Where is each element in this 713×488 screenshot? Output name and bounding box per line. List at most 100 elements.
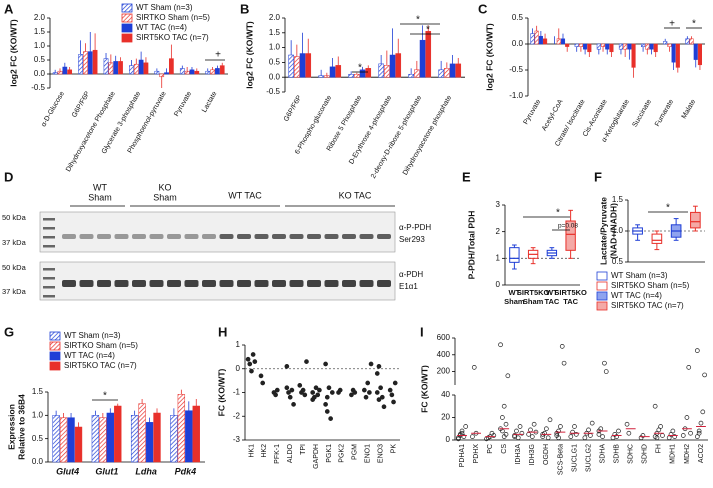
data-point <box>602 360 607 366</box>
y-tick-label: 1.0 <box>32 410 44 419</box>
protein-band <box>307 234 321 239</box>
data-point <box>528 427 533 433</box>
bar <box>57 70 63 75</box>
protein-band <box>114 280 129 287</box>
data-point <box>696 428 702 434</box>
y-tick-label: 0.0 <box>32 457 44 466</box>
bar <box>130 415 139 463</box>
y-tick-label: 1.5 <box>612 195 624 204</box>
legend-swatch <box>121 23 133 33</box>
y-axis-label: Relative to 36B4 <box>16 394 26 460</box>
protein-band <box>254 280 269 287</box>
y-tick-label: 1 <box>496 253 501 262</box>
protein-band <box>79 234 94 239</box>
y-tick-label: 0 <box>236 364 241 373</box>
annotation: + <box>669 19 675 30</box>
x-tick-label: ENO3 <box>377 444 384 463</box>
data-point <box>680 433 686 438</box>
data-point <box>505 373 511 379</box>
y-tick-label: 0.0 <box>34 69 46 78</box>
bar <box>192 405 200 463</box>
data-point <box>529 434 535 439</box>
x-tick-label: PGK2 <box>339 444 346 463</box>
bar <box>185 410 193 463</box>
x-tick-label: TAC <box>544 297 559 306</box>
data-point <box>626 430 632 436</box>
data-point <box>365 380 371 386</box>
protein-band <box>202 280 216 287</box>
protein-band <box>62 280 76 287</box>
protein-band <box>62 234 76 239</box>
legend-swatch <box>596 291 608 301</box>
x-tick-label: GAPDH <box>313 444 320 469</box>
y-tick-label: 0.5 <box>34 55 46 64</box>
x-tick-label: CS <box>501 444 508 454</box>
lane-group-label: WT <box>93 182 107 192</box>
data-point <box>582 435 588 441</box>
protein-band <box>272 234 286 239</box>
bar <box>631 43 636 68</box>
protein-band <box>97 234 111 239</box>
bar <box>530 33 535 45</box>
bar <box>74 426 83 463</box>
annotation: * <box>358 63 362 74</box>
x-tick-label: WT <box>546 288 558 297</box>
x-tick-label: Ldha <box>135 466 157 476</box>
protein-band <box>359 280 374 287</box>
annotation: * <box>426 25 430 36</box>
data-point <box>558 424 563 429</box>
bar <box>194 70 200 75</box>
bar <box>324 75 330 78</box>
annotation: * <box>666 203 670 214</box>
data-point <box>391 399 396 405</box>
x-tick-label: ACO2 <box>698 444 705 463</box>
bar <box>106 412 114 463</box>
data-point <box>573 432 579 437</box>
bar <box>318 75 324 78</box>
y-tick-label: -2 <box>233 411 241 420</box>
protein-band <box>289 234 304 239</box>
data-point <box>329 390 335 395</box>
panel-letter: G <box>4 324 14 339</box>
data-point <box>249 368 254 374</box>
blot-strip <box>39 261 396 301</box>
x-tick-label: SCS-Beta <box>557 444 564 475</box>
bar <box>78 54 83 75</box>
protein-band <box>202 234 216 239</box>
y-tick-label: 1.5 <box>32 387 44 396</box>
y-axis-label: (NAD+/NADH) <box>608 203 618 259</box>
x-tick-label: Pyruvate <box>523 98 543 126</box>
bar <box>425 31 432 78</box>
y-tick-label: 40 <box>441 390 450 399</box>
bar <box>52 415 60 463</box>
data-point <box>304 359 309 364</box>
x-tick-label: Acetyl-CoA <box>541 98 565 132</box>
bar <box>219 65 225 75</box>
data-point <box>374 371 380 376</box>
y-axis-label: Lactate/Pyruvate <box>598 197 608 265</box>
bar <box>689 38 694 45</box>
data-point <box>547 417 553 423</box>
panel-letter: A <box>4 1 14 16</box>
x-tick-label: 2-deoxy-D-ribose 5-phosphate <box>370 94 423 179</box>
bar <box>159 73 165 78</box>
data-point <box>672 434 678 439</box>
bar <box>600 43 606 47</box>
annotation: * <box>692 19 696 30</box>
ladder-band <box>43 286 55 289</box>
y-tick-label: -1 <box>233 388 241 397</box>
bar <box>91 415 100 463</box>
data-point <box>300 387 306 393</box>
data-point <box>526 432 532 437</box>
data-point <box>310 390 316 395</box>
x-tick-label: Sham <box>523 297 544 306</box>
bar <box>455 63 462 78</box>
y-tick-label: 0.5 <box>32 434 44 443</box>
lane-group-label: Sham <box>88 192 112 202</box>
bar <box>169 58 174 75</box>
bar <box>114 405 122 463</box>
data-point <box>700 409 706 415</box>
data-point <box>323 402 328 407</box>
legend-swatch <box>596 301 608 311</box>
